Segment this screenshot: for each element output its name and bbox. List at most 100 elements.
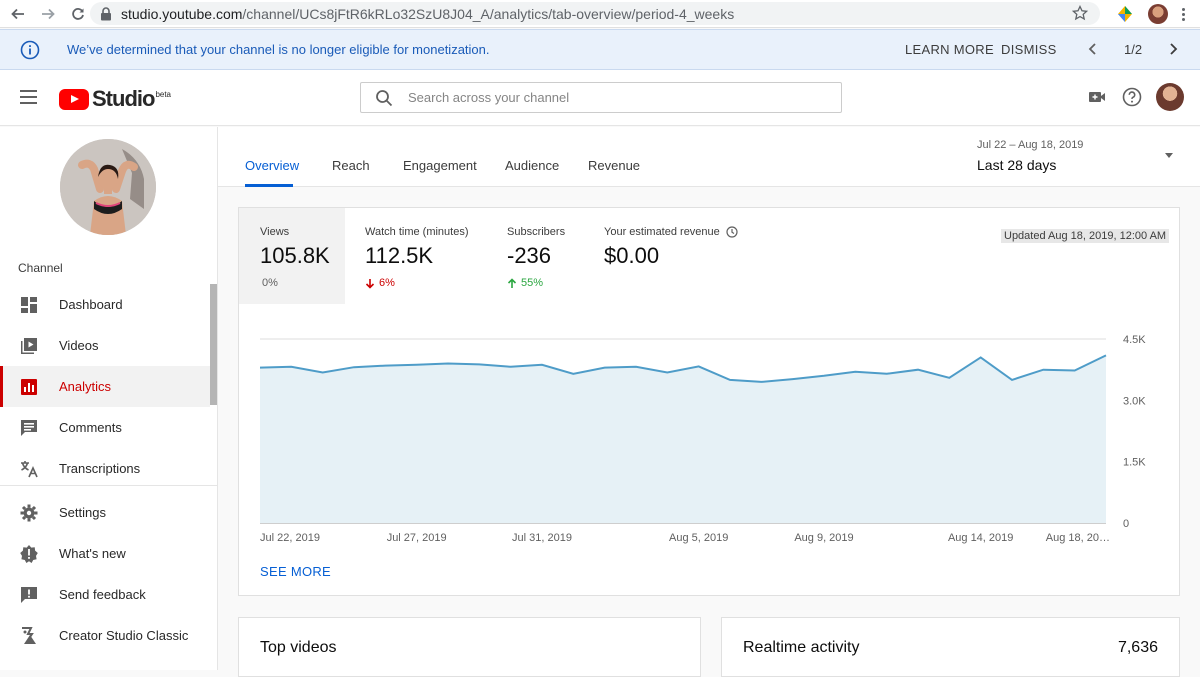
sidebar-item-transcriptions[interactable]: Transcriptions [0,448,210,489]
metric-value: $0.00 [604,243,660,268]
metric-value: -236 [507,243,552,268]
x-tick-label: Aug 14, 2019 [948,532,1013,544]
y-tick-label: 4.5K [1123,334,1146,346]
help-icon[interactable] [1122,87,1142,107]
sidebar-scrollbar[interactable] [210,284,217,405]
videos-icon [21,338,37,354]
main-content: Overview Reach Engagement Audience Reven… [218,127,1200,677]
learn-more-button[interactable]: LEARN MORE [905,42,994,57]
x-tick-label: Jul 31, 2019 [512,532,572,544]
sidebar-item-send-feedback[interactable]: Send feedback [0,574,210,615]
x-tick-label: Jul 27, 2019 [387,532,447,544]
sidebar-item-creator-studio-classic[interactable]: Creator Studio Classic [0,615,210,656]
tab-reach[interactable]: Reach [332,158,370,173]
url-path: /channel/UCs8jFtR6kRLo32SzU8J04_A/analyt… [242,5,735,22]
chevron-right-icon[interactable] [1166,42,1180,56]
browser-profile-avatar[interactable] [1148,4,1168,24]
sidebar-item-whats-new[interactable]: What's new [0,533,210,574]
metric-views[interactable]: Views 105.8K 0% [239,208,345,304]
tab-audience[interactable]: Audience [505,158,560,173]
metric-watch-time[interactable]: Watch time (minutes) 112.5K 6% [345,208,481,304]
browser-menu-icon[interactable] [1182,7,1186,21]
search-icon [376,89,393,106]
sidebar-section-label: Channel [18,261,63,275]
sidebar-item-label: Videos [59,338,99,353]
metric-label: Your estimated revenue [604,226,738,238]
hamburger-menu-icon[interactable] [20,90,37,104]
metric-change-value: 6% [379,277,395,289]
whats-new-icon [20,545,38,563]
sidebar-item-label: Dashboard [59,297,123,312]
metric-change: 0% [262,277,278,289]
analytics-icon [21,379,37,395]
create-video-icon[interactable] [1088,89,1106,105]
studio-header: Studio beta [0,70,1200,126]
sidebar-item-dashboard[interactable]: Dashboard [0,284,210,325]
metric-change: 6% [365,277,395,289]
date-range-dates: Jul 22 – Aug 18, 2019 [977,139,1084,151]
channel-avatar[interactable] [60,139,156,235]
tab-overview[interactable]: Overview [245,158,300,173]
address-bar[interactable]: studio.youtube.com/channel/UCs8jFtR6kRLo… [90,2,1100,25]
reload-icon[interactable] [69,5,87,23]
views-chart: 0 1.5K 3.0K 4.5K Jul 22, 2019 Jul 27, 2019 Jul… [259,334,1146,544]
dismiss-button[interactable]: DISMISS [1001,42,1057,57]
notice-message: We’ve determined that your channel is no… [67,42,490,57]
feedback-icon [21,587,37,603]
x-tick-label: Aug 5, 2019 [669,532,728,544]
y-tick-label: 3.0K [1123,395,1146,407]
sidebar-item-comments[interactable]: Comments [0,407,210,448]
tab-revenue[interactable]: Revenue [588,158,641,173]
metric-label: Views [260,226,290,238]
overview-card: Views 105.8K 0% Watch time (minutes) 112… [238,207,1180,596]
search-input[interactable] [408,90,808,105]
comments-icon [21,420,37,436]
sidebar-item-label: Transcriptions [59,461,141,476]
metric-value: 105.8K [260,243,330,268]
sidebar-item-analytics[interactable]: Analytics [0,366,210,407]
logo-text: Studio [92,86,155,111]
account-avatar[interactable] [1156,83,1184,111]
forward-arrow-icon[interactable] [39,5,57,23]
url-host: studio.youtube.com [121,5,243,22]
dashboard-icon [21,297,37,313]
metric-estimated-revenue[interactable]: Your estimated revenue $0.00 [579,208,749,304]
date-range-label: Last 28 days [977,157,1057,173]
metric-subscribers[interactable]: Subscribers -236 55% [481,208,579,304]
sidebar-item-label: Settings [59,505,106,520]
chart-series-line [259,354,1107,383]
transcriptions-icon [21,461,38,478]
active-tab-indicator [245,184,293,187]
top-videos-card: Top videos [238,617,701,677]
logo-beta-badge: beta [155,89,172,99]
sidebar-item-settings[interactable]: Settings [0,492,210,533]
tab-engagement[interactable]: Engagement [403,158,477,173]
see-more-link[interactable]: SEE MORE [260,564,332,579]
metric-value: 112.5K [365,243,434,268]
metric-change-value: 0% [262,277,278,289]
realtime-activity-card: Realtime activity 7,636 [721,617,1180,677]
date-range-selector[interactable]: Jul 22 – Aug 18, 2019 Last 28 days [977,139,1083,173]
extension-icon[interactable] [1116,5,1134,23]
youtube-studio-logo[interactable]: Studio beta [59,86,171,112]
caret-down-icon[interactable] [1165,153,1173,158]
sidebar-item-label: Send feedback [59,587,146,602]
chevron-left-icon[interactable] [1086,42,1100,56]
lock-icon [101,6,111,20]
x-tick-label: Jul 22, 2019 [260,532,320,544]
y-tick-label: 0 [1123,518,1129,530]
back-arrow-icon[interactable] [9,5,27,23]
bookmark-star-icon[interactable] [1072,5,1088,21]
realtime-activity-title: Realtime activity [743,639,860,656]
sidebar-item-videos[interactable]: Videos [0,325,210,366]
metric-change: 55% [507,277,543,289]
gear-icon [20,504,38,522]
updated-timestamp: Updated Aug 18, 2019, 12:00 AM [1001,229,1170,243]
search-box[interactable] [360,82,842,113]
realtime-activity-value: 7,636 [1117,639,1158,656]
browser-toolbar: studio.youtube.com/channel/UCs8jFtR6kRLo… [0,0,1200,28]
x-tick-label: Aug 9, 2019 [794,532,853,544]
sidebar-item-label: What's new [59,546,126,561]
top-videos-title: Top videos [260,639,337,656]
metric-label: Subscribers [507,226,566,238]
